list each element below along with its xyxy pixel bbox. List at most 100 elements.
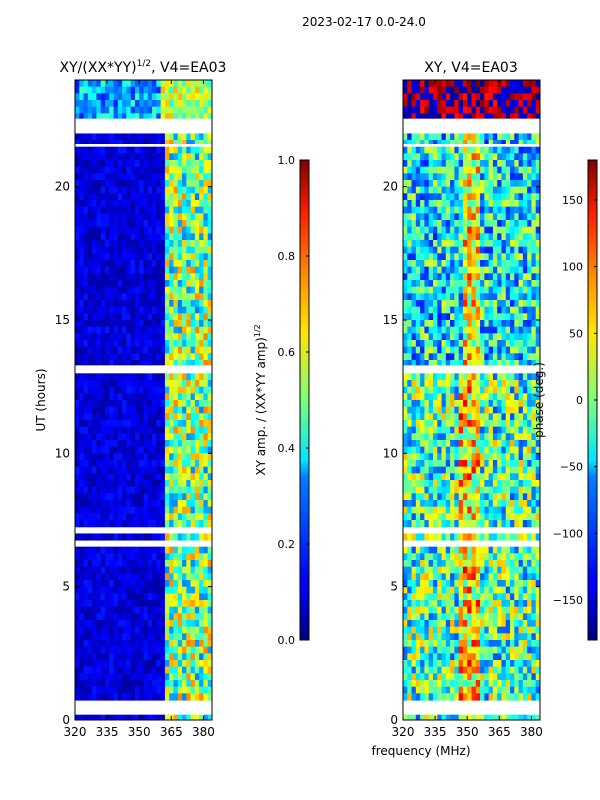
right-heatmap-cell (407, 246, 413, 254)
left-heatmap-cell (75, 260, 80, 268)
right-heatmap-row (403, 100, 540, 108)
left-heatmap-row (75, 306, 212, 314)
left-heatmap-cell (207, 493, 212, 501)
left-heatmap-cell (139, 386, 145, 394)
right-heatmap-cell (501, 320, 507, 328)
left-heatmap-cell (152, 340, 157, 348)
left-heatmap-cell (134, 166, 140, 174)
left-heatmap-cell (75, 606, 80, 614)
right-heatmap-cell (411, 240, 417, 248)
right-heatmap-cell (531, 466, 537, 474)
left-heatmap-cell (122, 393, 127, 401)
left-heatmap-cell (173, 306, 179, 314)
left-heatmap-cell (177, 573, 183, 581)
left-heatmap-cell (156, 386, 162, 394)
left-heatmap-cell (186, 100, 192, 108)
right-heatmap-cell (403, 400, 408, 408)
right-heatmap-cell (450, 153, 455, 161)
left-heatmap-cell (87, 140, 93, 148)
left-heatmap-cell (194, 160, 200, 168)
right-heatmap-row (403, 106, 540, 114)
right-heatmap-cell (450, 360, 455, 368)
left-heatmap-cell (122, 206, 127, 214)
right-heatmap-cell (484, 146, 490, 154)
left-heatmap-cell (109, 613, 115, 621)
right-heatmap-cell (492, 253, 498, 261)
left-heatmap-cell (143, 153, 149, 161)
right-heatmap-cell (403, 146, 408, 154)
left-heatmap-cell (130, 273, 136, 281)
left-heatmap-row (75, 253, 212, 261)
right-heatmap-cell (403, 200, 408, 208)
left-heatmap-cell (75, 506, 80, 514)
left-heatmap-cell (152, 113, 157, 121)
right-heatmap-cell (462, 280, 468, 288)
left-heatmap-cell (190, 493, 196, 501)
left-heatmap-cell (173, 453, 179, 461)
left-heatmap-cell (147, 393, 153, 401)
left-heatmap-cell (177, 233, 183, 241)
left-heatmap-cell (203, 240, 209, 248)
right-heatmap-cell (467, 346, 473, 354)
left-heatmap-cell (143, 246, 149, 254)
right-heatmap-cell (445, 133, 451, 141)
right-heatmap-cell (407, 440, 413, 448)
right-heatmap-cell (471, 320, 477, 328)
left-heatmap-cell (130, 313, 136, 321)
left-heatmap-cell (113, 633, 119, 641)
right-heatmap-cell (535, 173, 540, 181)
left-heatmap-cell (147, 360, 153, 368)
left-heatmap-cell (203, 633, 209, 641)
left-heatmap-cell (134, 513, 140, 521)
left-heatmap-cell (173, 600, 179, 608)
right-heatmap-cell (437, 233, 443, 241)
right-heatmap-cell (428, 146, 434, 154)
right-heatmap-row (403, 300, 540, 308)
left-heatmap-cell (117, 80, 123, 88)
left-heatmap-cell (130, 406, 136, 414)
right-heatmap-cell (492, 186, 498, 194)
left-heatmap-cell (122, 313, 127, 321)
left-heatmap-cell (134, 106, 140, 114)
right-heatmap-cell (527, 180, 533, 188)
right-heatmap-cell (480, 100, 485, 108)
right-heatmap-cell (531, 406, 537, 414)
right-heatmap-row (403, 273, 540, 281)
right-heatmap-cell (428, 113, 434, 121)
left-heatmap-cell (134, 253, 140, 261)
left-heatmap-cell (186, 106, 192, 114)
left-heatmap-cell (207, 580, 212, 588)
left-heatmap-cell (186, 646, 192, 654)
left-heatmap-cell (173, 353, 179, 361)
left-heatmap-cell (190, 460, 196, 468)
left-heatmap-cell (122, 686, 127, 694)
left-xtick-label: 365 (160, 725, 183, 739)
left-heatmap-cell (194, 286, 200, 294)
left-heatmap-cell (92, 386, 98, 394)
left-heatmap-cell (104, 313, 110, 321)
left-heatmap-cell (164, 626, 170, 634)
left-heatmap-cell (109, 673, 115, 681)
right-heatmap-cell (492, 280, 498, 288)
left-heatmap-cell (134, 620, 140, 628)
right-heatmap-cell (527, 266, 533, 274)
right-heatmap-cell (403, 493, 408, 501)
left-heatmap-cell (177, 693, 183, 701)
left-heatmap-cell (186, 453, 192, 461)
right-heatmap-cell (437, 226, 443, 234)
left-heatmap-cell (113, 506, 119, 514)
left-heatmap-cell (173, 473, 179, 481)
left-heatmap-cell (92, 393, 98, 401)
left-heatmap-cell (113, 400, 119, 408)
left-heatmap-cell (164, 666, 170, 674)
left-heatmap-cell (83, 253, 89, 261)
right-heatmap-cell (488, 306, 494, 314)
left-heatmap-cell (203, 266, 209, 274)
left-heatmap-cell (156, 553, 162, 561)
left-heatmap-cell (152, 513, 157, 521)
left-heatmap-cell (147, 260, 153, 268)
left-heatmap-cell (83, 313, 89, 321)
right-heatmap-cell (441, 353, 447, 361)
left-heatmap-cell (126, 180, 132, 188)
right-heatmap-cell (441, 233, 447, 241)
